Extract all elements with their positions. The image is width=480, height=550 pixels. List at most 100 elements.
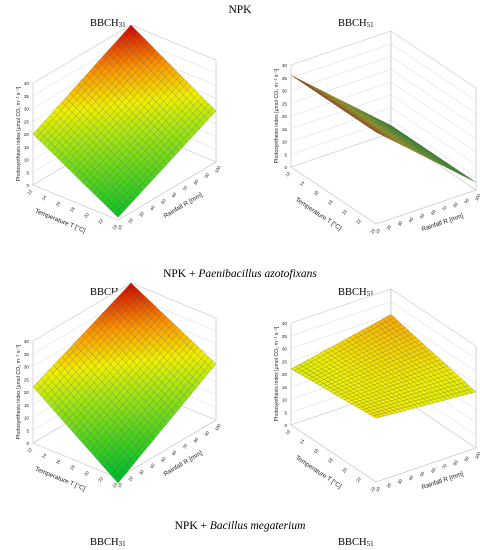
t-tick-label: 18 [327, 457, 334, 464]
t-axis-label: Temperature T [°C] [294, 196, 343, 233]
r-tick-label: 80 [452, 459, 459, 466]
r-tick-label: 60 [430, 209, 437, 216]
r-tick-label: 100 [214, 422, 222, 431]
z-tick-label: 30 [282, 347, 288, 352]
t-tick-label: 24 [369, 485, 376, 492]
t-tick-label: 24 [111, 481, 118, 488]
z-tick-label: 40 [24, 81, 30, 86]
t-tick-label: 16 [55, 200, 62, 207]
r-tick-label: 60 [171, 449, 178, 456]
z-tick-label: 30 [24, 365, 30, 370]
r-tick-label: 10 [374, 227, 381, 234]
z-tick-label: 0 [26, 183, 29, 188]
r-tick-label: 30 [397, 478, 404, 485]
heading-npk-paenibacillus: NPK + Paenibacillus azotofixans [163, 268, 317, 280]
t-tick-label: 14 [299, 438, 306, 445]
t-axis-label: Temperature T [°C] [34, 465, 87, 493]
r-tick-label: 30 [397, 220, 404, 227]
r-tick-label: 60 [171, 191, 178, 198]
panel-title-npk-bbch51: BBCH51 [338, 18, 374, 29]
t-tick-label: 20 [341, 208, 348, 215]
r-tick-label: 90 [463, 197, 470, 204]
r-tick-label: 90 [203, 172, 210, 179]
r-axis-label: Rainfall R [mm] [163, 192, 204, 220]
z-tick-label: 20 [282, 372, 288, 377]
z-gridline [290, 301, 477, 360]
t-tick-label: 14 [41, 452, 48, 459]
z-tick-label: 10 [282, 398, 288, 403]
z-gridline [290, 120, 477, 178]
z-tick-label: 25 [282, 101, 288, 106]
z-tick-label: 5 [284, 410, 287, 415]
r-axis-label: Rainfall R [mm] [163, 450, 204, 478]
z-tick-label: 40 [282, 63, 288, 68]
z-tick-label: 5 [284, 152, 287, 157]
t-tick-label: 24 [111, 223, 118, 230]
surface-mesh [290, 75, 477, 183]
r-tick-label: 20 [127, 475, 134, 482]
r-tick-label: 90 [203, 430, 210, 437]
r-tick-label: 30 [138, 469, 145, 476]
panel-title-bac-bbch31: BBCH31 [90, 537, 126, 548]
r-tick-label: 10 [374, 485, 381, 492]
z-tick-label: 15 [282, 127, 288, 132]
t-tick-label: 16 [313, 189, 320, 196]
r-tick-label: 100 [474, 450, 480, 459]
z-tick-label: 40 [282, 321, 288, 326]
z-tick-label: 20 [282, 114, 288, 119]
z-tick-label: 10 [282, 140, 288, 145]
r-tick-label: 70 [441, 463, 448, 470]
r-tick-label: 80 [193, 178, 200, 185]
z-tick-label: 20 [24, 132, 30, 137]
z-tick-label: 0 [284, 423, 287, 428]
t-tick-label: 14 [41, 194, 48, 201]
r-tick-label: 40 [149, 204, 156, 211]
z-tick-label: 5 [26, 428, 29, 433]
r-tick-label: 40 [408, 216, 415, 223]
z-tick-label: 35 [24, 94, 30, 99]
t-tick-label: 12 [26, 446, 33, 453]
surface-mesh [32, 282, 217, 484]
r-tick-label: 20 [385, 482, 392, 489]
t-tick-label: 22 [97, 217, 104, 224]
t-tick-label: 20 [341, 466, 348, 473]
z-gridline [290, 94, 477, 153]
z-tick-label: 15 [282, 385, 288, 390]
z-tick-label: 10 [24, 158, 30, 163]
r-tick-label: 70 [182, 185, 189, 192]
t-axis-label: Temperature T [°C] [34, 207, 87, 235]
r-tick-label: 80 [452, 201, 459, 208]
panel-title-npk-bbch31: BBCH31 [90, 18, 126, 29]
z-axis-label: Photosynthesis index [µmol CO₂ m⁻² s⁻¹] [16, 344, 22, 439]
r-tick-label: 50 [419, 212, 426, 219]
z-axis-label: Photosynthesis index [µmol CO₂ m⁻² s⁻¹] [274, 68, 280, 163]
z-tick-label: 0 [26, 441, 29, 446]
z-axis-label: Photosynthesis index [µmol CO₂ m⁻² s⁻¹] [274, 326, 280, 421]
t-tick-label: 24 [369, 227, 376, 234]
z-gridline [290, 30, 477, 89]
surface-mesh [290, 314, 477, 419]
surface-cell [114, 209, 123, 218]
t-tick-label: 18 [327, 199, 334, 206]
z-tick-label: 25 [24, 119, 30, 124]
z-gridline [290, 288, 477, 347]
z-gridline [290, 43, 477, 102]
t-tick-label: 20 [83, 470, 90, 477]
surface-cell [372, 414, 381, 419]
t-tick-label: 12 [26, 188, 33, 195]
t-tick-label: 12 [284, 170, 291, 177]
heading-npk: NPK [228, 4, 252, 16]
surface-cell [372, 129, 381, 135]
t-tick-label: 14 [299, 180, 306, 187]
z-tick-label: 10 [24, 416, 30, 421]
z-tick-label: 35 [282, 76, 288, 81]
z-tick-label: 15 [24, 145, 30, 150]
r-tick-label: 50 [419, 470, 426, 477]
r-tick-label: 70 [441, 205, 448, 212]
r-tick-label: 40 [408, 474, 415, 481]
r-tick-label: 20 [127, 217, 134, 224]
